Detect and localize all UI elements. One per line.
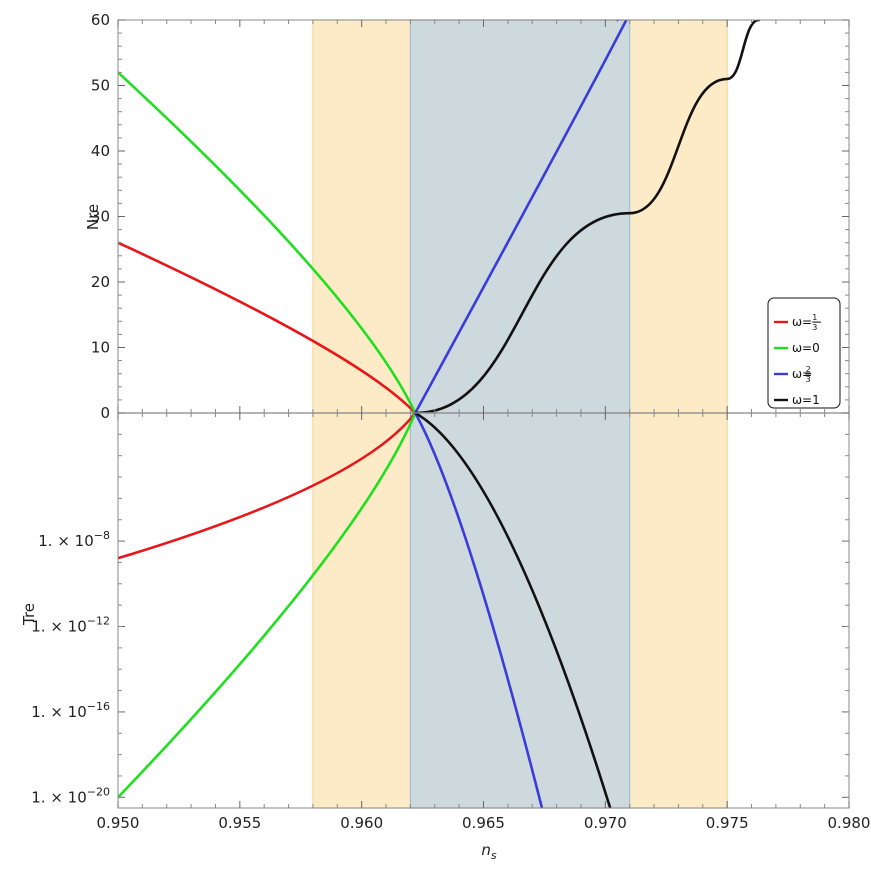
legend-frac-num: 2 (806, 365, 811, 374)
xtick-label: 0.950 (97, 814, 140, 832)
bottom-ylabel: Tre (20, 603, 38, 626)
legend-frac-num: 1 (812, 313, 817, 322)
top-ytick-label: 50 (91, 77, 110, 95)
top-series-line-2 (413, 20, 628, 413)
bottom-series-line-0 (118, 413, 417, 560)
bottom-xlabel: ns (481, 841, 497, 862)
bottom-ytick-label: 1. × 10−16 (31, 700, 110, 721)
bottom-ytick-label: 1. × 10−12 (31, 615, 110, 636)
legend-label: ω= (792, 367, 812, 381)
xtick-label: 0.965 (462, 814, 505, 832)
legend-label: ω=0 (792, 341, 820, 355)
legend-label: ω=− (792, 315, 822, 329)
top-ytick-label: 40 (91, 142, 110, 160)
top-series-line-0 (118, 241, 417, 413)
bottom-ytick-label: 1. × 10−8 (38, 529, 110, 550)
xtick-label: 0.970 (584, 814, 627, 832)
top-panel (118, 19, 761, 414)
xtick-label: 0.955 (218, 814, 261, 832)
legend-box (767, 297, 841, 409)
bottom-series-line-1 (118, 413, 417, 799)
bottom-ytick-label: 1. × 10−20 (31, 785, 110, 806)
legend-frac-den: 3 (812, 323, 817, 332)
top-ylabel: Nre (84, 204, 102, 230)
top-ytick-label: 30 (91, 208, 110, 226)
top-ytick-label: 0 (100, 404, 110, 422)
xtick-label: 0.975 (706, 814, 749, 832)
xlabel-main: n (481, 841, 491, 859)
axes: 0 10 20 30 40 50 60 1. × 10−8 1. × 10−12 1. × 10−… (31, 11, 870, 832)
legend: ω=−13ω=0ω=23ω=1 (767, 297, 841, 409)
bottom-series-line-2 (413, 413, 544, 808)
legend-frac-den: 3 (806, 375, 811, 384)
top-series-line-3 (413, 20, 761, 413)
xtick-label: 0.960 (340, 814, 383, 832)
xtick-label: 0.980 (828, 814, 871, 832)
top-ytick-label: 10 (91, 339, 110, 357)
xlabel-sub: s (491, 849, 497, 862)
bottom-band-inner (409, 412, 631, 809)
top-ytick-label: 60 (91, 11, 110, 29)
legend-label: ω=1 (792, 393, 820, 407)
bottom-panel (118, 412, 728, 809)
top-series-line-1 (118, 71, 417, 413)
top-ytick-label: 20 (91, 273, 110, 291)
bottom-series-line-3 (413, 413, 612, 808)
